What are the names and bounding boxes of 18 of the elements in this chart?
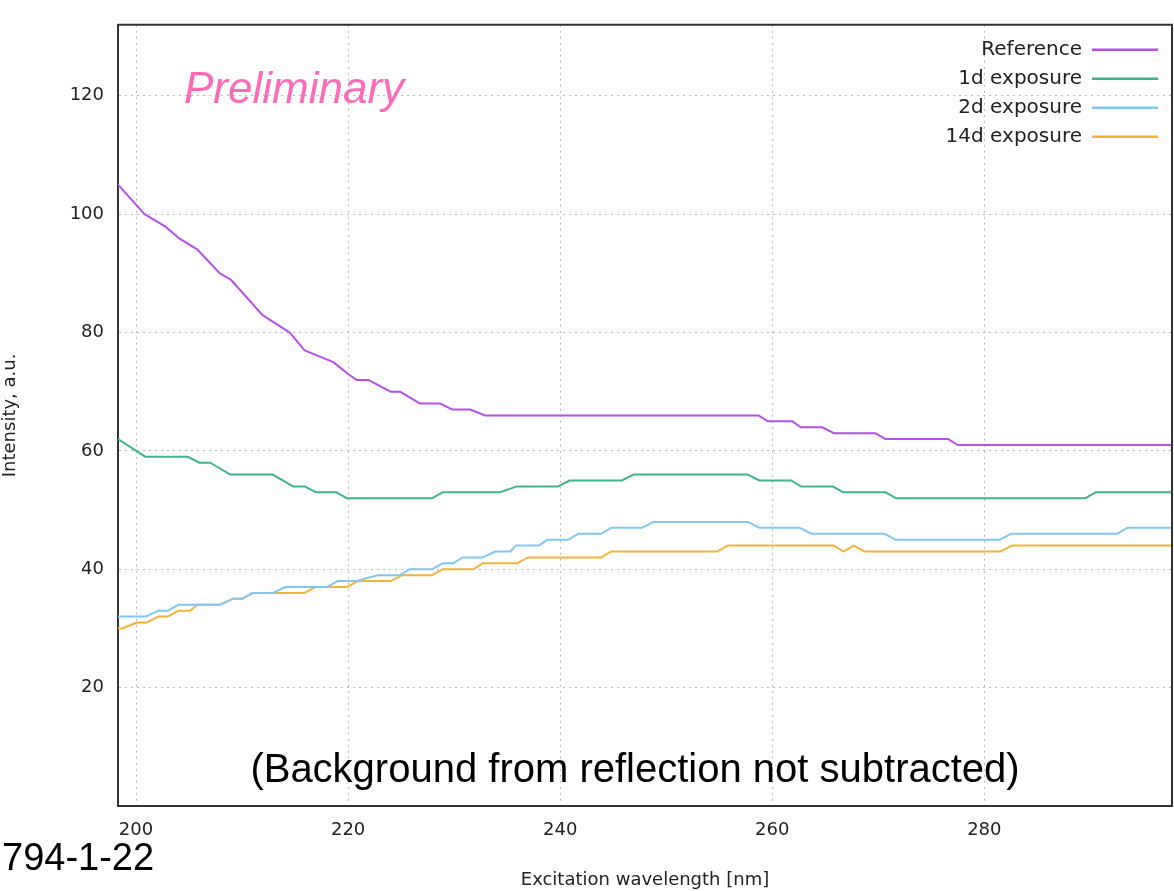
x-tick-label: 260 <box>755 818 790 840</box>
legend-label: Reference <box>981 36 1082 60</box>
y-tick-label: 20 <box>81 675 104 697</box>
y-tick-label: 60 <box>81 438 104 460</box>
x-axis-title: Excitation wavelength [nm] <box>520 867 770 889</box>
y-axis-title: Intensity, a.u. <box>0 353 20 478</box>
y-tick-label: 40 <box>81 556 104 578</box>
legend-label: 14d exposure <box>945 123 1082 147</box>
y-tick-label: 80 <box>81 320 104 342</box>
y-tick-label: 100 <box>69 201 104 223</box>
legend-label: 1d exposure <box>958 65 1082 89</box>
x-tick-label: 220 <box>330 818 366 840</box>
legend-label: 2d exposure <box>958 94 1082 118</box>
x-tick-label: 240 <box>542 818 578 840</box>
annotation: Preliminary <box>184 63 408 113</box>
y-tick-label: 120 <box>69 83 104 105</box>
annotation: (Background from reflection not subtracted) <box>250 746 1020 791</box>
x-tick-label: 280 <box>967 818 1002 840</box>
